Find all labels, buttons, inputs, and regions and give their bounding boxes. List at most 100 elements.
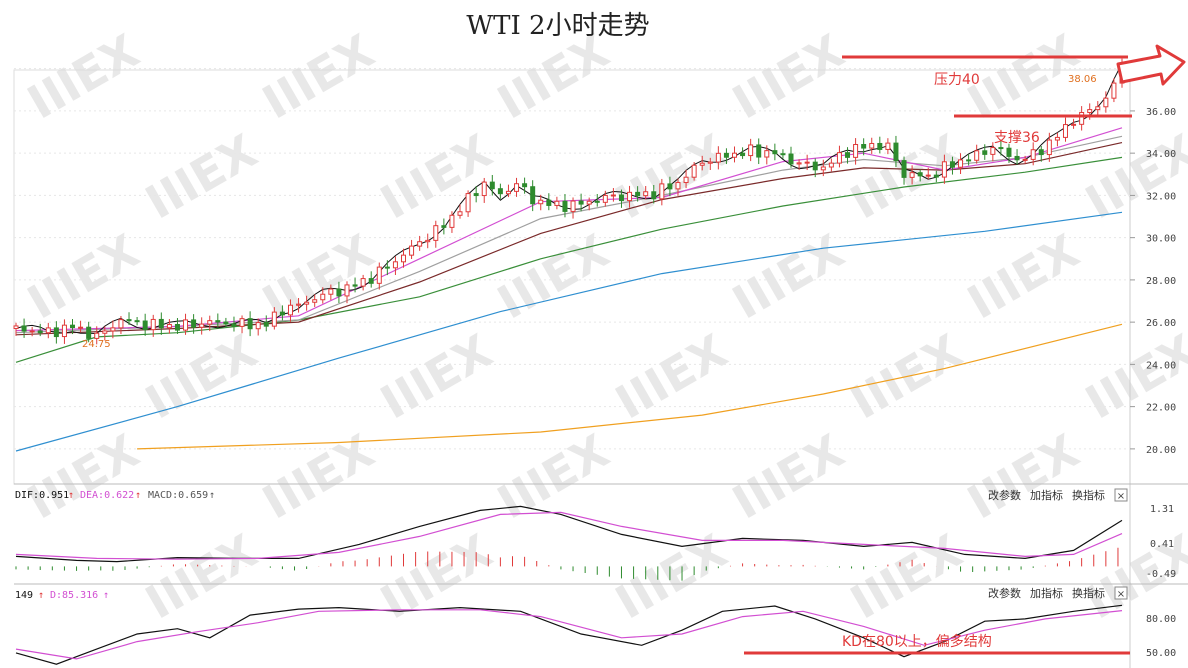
watermark-text: IIIEX	[607, 324, 736, 430]
kd-k-label: 149	[15, 590, 33, 601]
candle-body	[239, 318, 245, 327]
kd-d-arrow: ↑	[103, 590, 109, 601]
candle-body	[594, 200, 600, 203]
candle-body	[53, 327, 59, 338]
candle-body	[360, 278, 366, 287]
candle-body	[215, 320, 221, 323]
candle-body	[263, 322, 269, 327]
kd-close-button[interactable]	[1114, 586, 1128, 600]
up-arrow-icon	[1116, 44, 1186, 86]
macd-histogram	[15, 547, 1119, 581]
candle-body	[1046, 139, 1052, 156]
watermark-text: IIIEX	[19, 224, 148, 330]
candle-body	[183, 319, 189, 331]
candle-body	[998, 147, 1004, 150]
candle-body	[522, 183, 528, 188]
macd-dea-label: DEA:0.622	[80, 490, 134, 501]
candle-body	[166, 323, 172, 329]
kd-params-button[interactable]: 改参数	[988, 586, 1021, 600]
candle-body	[602, 194, 608, 203]
candle-body	[94, 332, 100, 339]
candle-body	[61, 324, 67, 338]
candle-body	[223, 321, 229, 325]
candle-body	[29, 330, 35, 333]
macd-close-button[interactable]	[1114, 488, 1128, 502]
macd-value-label: MACD:0.659	[148, 490, 208, 501]
watermark-text: IIIEX	[372, 124, 501, 230]
kd-close-icon: ×	[1117, 589, 1125, 600]
macd-switch-indicator-button[interactable]: 换指标	[1072, 488, 1105, 502]
candle-body	[772, 150, 778, 155]
support-label: 支撑36	[994, 130, 1040, 146]
kd-d-line	[15, 609, 1123, 660]
watermark-text: IIIEX	[372, 524, 501, 630]
macd-lines	[15, 505, 1123, 563]
candle-body	[231, 323, 237, 327]
kd-switch-indicator-button[interactable]: 换指标	[1072, 586, 1105, 600]
candle-body	[320, 293, 326, 301]
candle-body	[1111, 82, 1117, 99]
watermark-text: IIIEX	[607, 124, 736, 230]
candle-body	[392, 261, 398, 269]
candle-body	[974, 150, 980, 161]
candle-body	[505, 190, 511, 195]
candle-body	[788, 153, 794, 165]
candle-body	[328, 288, 334, 295]
candle-body	[836, 152, 842, 164]
candle-body	[538, 199, 544, 205]
watermark-text: IIIEX	[254, 24, 383, 130]
watermark-text: IIIEX	[724, 224, 853, 330]
candle-body	[877, 142, 883, 150]
candle-body	[1054, 136, 1060, 141]
candle-body	[610, 194, 616, 197]
candle-body	[247, 318, 253, 330]
candle-body	[958, 159, 964, 168]
candle-body	[1071, 123, 1077, 126]
y-tick-label: 22.00	[1146, 403, 1176, 414]
watermark-text: IIIEX	[19, 24, 148, 130]
candle-body	[659, 183, 665, 200]
candle-body	[530, 186, 536, 205]
candle-body	[1038, 149, 1044, 156]
candle-body	[78, 326, 84, 329]
candle-body	[142, 320, 148, 331]
candle-body	[982, 150, 988, 155]
candle-body	[150, 318, 156, 331]
candle-body	[756, 144, 762, 158]
macd-tick-mid: 0.41	[1150, 539, 1174, 550]
watermark-text: IIIEX	[137, 324, 266, 430]
candle-body	[869, 142, 875, 149]
candle-body	[417, 241, 423, 247]
kd-k-line	[15, 604, 1123, 665]
watermark-text: IIIEX	[372, 324, 501, 430]
candle-body	[304, 301, 310, 305]
candle-body	[651, 191, 657, 200]
watermark-text: IIIEX	[137, 124, 266, 230]
candle-body	[828, 162, 834, 168]
macd-params-button[interactable]: 改参数	[988, 488, 1021, 502]
macd-close-icon: ×	[1117, 491, 1125, 502]
watermark-text: IIIEX	[19, 424, 148, 530]
candle-body	[707, 161, 713, 164]
watermark-text: IIIEX	[137, 524, 266, 630]
y-tick-label: 28.00	[1146, 276, 1176, 287]
kd-d-label: D:85.316	[50, 590, 98, 601]
macd-add-indicator-button[interactable]: 加指标	[1030, 488, 1063, 502]
y-tick-label: 36.00	[1146, 107, 1176, 118]
candle-body	[126, 319, 132, 322]
kd-lines	[15, 604, 1123, 665]
candle-body	[1030, 149, 1036, 160]
candle-body	[1062, 124, 1068, 138]
candle-body	[586, 200, 592, 205]
watermark-text: IIIEX	[489, 224, 618, 330]
watermark-text: IIIEX	[254, 424, 383, 530]
candle-body	[433, 225, 439, 241]
kd-add-indicator-button[interactable]: 加指标	[1030, 586, 1063, 600]
candle-body	[812, 161, 818, 171]
candle-body	[514, 183, 520, 192]
candle-body	[352, 284, 358, 287]
candle-body	[933, 174, 939, 178]
candle-body	[901, 160, 907, 178]
candle-body	[691, 164, 697, 178]
candle-body	[909, 172, 915, 178]
